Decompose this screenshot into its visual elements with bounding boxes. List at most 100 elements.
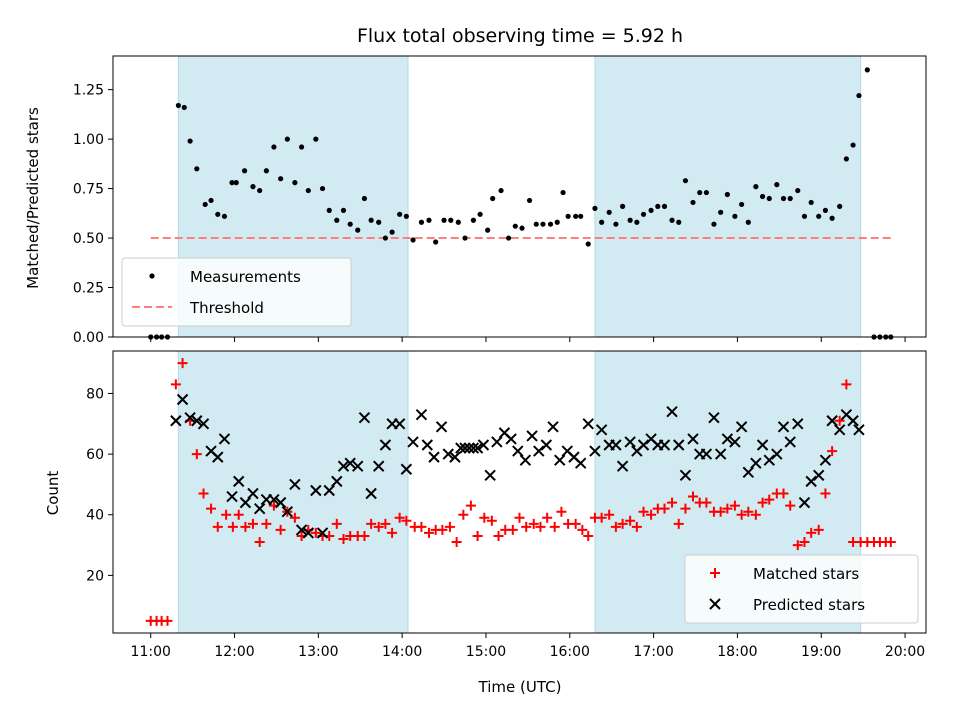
data-point — [743, 506, 754, 517]
data-point — [247, 487, 259, 500]
data-point — [697, 189, 703, 196]
data-point — [549, 521, 560, 532]
top-panel-measurements: 0.00 0.25 0.50 0.75 1.00 1.25 Measurements Thre… — [73, 55, 927, 346]
data-point — [759, 193, 766, 200]
data-point — [570, 518, 581, 529]
data-point — [338, 534, 349, 544]
data-point — [820, 488, 831, 499]
data-point — [885, 537, 896, 548]
data-point — [352, 460, 364, 472]
data-point — [415, 408, 428, 421]
data-point — [690, 199, 696, 206]
data-point — [806, 527, 817, 538]
data-point — [239, 496, 252, 509]
data-point — [535, 521, 546, 532]
data-point — [305, 187, 311, 194]
data-point — [177, 358, 188, 369]
data-point — [617, 518, 628, 529]
data-point — [827, 446, 838, 457]
data-point — [281, 506, 294, 518]
data-point — [547, 421, 559, 433]
x-tick-label: 15:00 — [466, 644, 506, 660]
data-point — [634, 219, 640, 225]
data-point — [528, 518, 539, 529]
data-point — [766, 195, 772, 202]
legend-label-matched: Matched stars — [753, 565, 859, 583]
data-point — [455, 442, 467, 454]
data-point — [191, 449, 202, 460]
bottom-panel-counts: 20 40 60 80 11:00 12:00 13:00 14:00 15:00 16:00 17… — [86, 350, 927, 660]
legend-box — [684, 554, 919, 624]
data-point — [715, 506, 726, 517]
data-point — [486, 515, 497, 526]
data-point — [834, 415, 845, 426]
data-point — [805, 475, 817, 488]
data-point — [785, 500, 796, 511]
bottom-y-tick-label: 80 — [86, 386, 104, 402]
data-point — [732, 213, 738, 219]
data-point — [206, 503, 217, 514]
data-point — [202, 201, 208, 208]
data-point — [560, 189, 566, 196]
data-point — [233, 475, 245, 488]
data-point — [724, 191, 730, 198]
data-point — [847, 415, 859, 427]
data-point — [507, 524, 518, 535]
data-point — [485, 227, 491, 233]
data-point — [365, 487, 377, 500]
data-point — [792, 540, 803, 551]
data-point — [254, 537, 265, 548]
data-point — [233, 180, 239, 186]
data-point — [313, 136, 319, 142]
data-point — [490, 195, 496, 202]
data-point — [624, 436, 636, 448]
data-point — [795, 187, 801, 194]
data-point — [382, 235, 388, 241]
data-point — [784, 436, 796, 448]
x-tick-label: 16:00 — [550, 644, 590, 660]
x-tick-label: 12:00 — [214, 644, 254, 660]
data-point — [739, 201, 745, 208]
data-point — [175, 102, 181, 109]
data-point — [822, 207, 829, 213]
data-point — [787, 195, 793, 202]
data-point — [221, 509, 232, 520]
data-point — [819, 454, 832, 466]
top-y-tick-label: 0.75 — [73, 182, 104, 198]
data-point — [655, 203, 661, 209]
data-point — [233, 509, 244, 520]
data-point — [334, 217, 340, 223]
data-point — [319, 185, 326, 192]
data-point — [387, 527, 398, 538]
data-point — [471, 442, 484, 454]
data-point — [393, 418, 406, 430]
data-point — [756, 439, 769, 451]
bottom-y-tick-label: 40 — [86, 508, 104, 524]
top-y-tick-label: 1.00 — [73, 132, 104, 148]
data-point — [843, 156, 849, 162]
data-point — [376, 219, 382, 225]
data-point — [542, 512, 553, 523]
data-point — [191, 415, 203, 427]
data-point — [729, 500, 740, 511]
data-point — [669, 217, 675, 223]
data-point — [573, 213, 579, 219]
data-point — [826, 415, 838, 427]
data-point — [679, 469, 692, 482]
data-point — [455, 219, 461, 225]
data-point — [582, 418, 594, 430]
data-point — [700, 448, 713, 460]
top-y-tick-label: 0.00 — [73, 330, 104, 346]
data-point — [745, 219, 751, 225]
data-point — [721, 433, 734, 445]
data-point — [403, 213, 409, 219]
data-point — [736, 509, 747, 520]
data-point — [554, 454, 566, 466]
x-tick-label: 19:00 — [801, 644, 841, 660]
data-point — [358, 412, 371, 424]
data-point — [410, 237, 416, 243]
data-point — [799, 537, 810, 548]
data-point — [465, 500, 476, 511]
data-point — [533, 221, 539, 227]
data-point — [400, 463, 413, 475]
